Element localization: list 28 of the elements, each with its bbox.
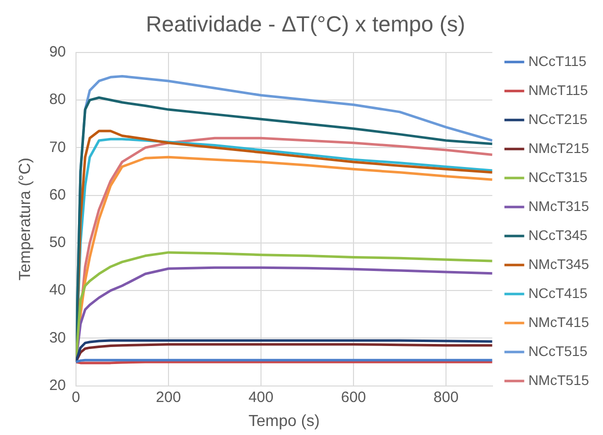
y-tick-label: 80 [49, 91, 66, 108]
x-tick-label: 600 [340, 388, 366, 406]
x-tick-label: 800 [434, 388, 459, 406]
y-tick-label: 40 [49, 282, 66, 299]
y-tick-label: 70 [49, 138, 66, 156]
legend-label: NMcT515 [528, 372, 590, 388]
legend-label: NCcT115 [528, 52, 587, 69]
y-tick-label: 30 [49, 329, 66, 346]
y-axis-title: Temperatura (°C) [17, 158, 34, 281]
legend-label: NCcT415 [528, 284, 588, 301]
x-tick-label: 400 [248, 388, 274, 406]
y-tick-label: 60 [49, 186, 66, 204]
legend-label: NMcT415 [528, 314, 590, 330]
x-axis-title: Tempo (s) [248, 412, 320, 430]
legend-label: NCcT315 [528, 168, 588, 185]
legend-label: NMcT345 [528, 256, 590, 272]
y-tick-label: 90 [49, 44, 66, 61]
x-tick-label: 0 [72, 388, 80, 406]
chart-title: Reatividade - ΔT(°C) x tempo (s) [146, 11, 466, 36]
x-tick-label: 200 [156, 388, 181, 406]
legend-label: NMcT115 [528, 82, 588, 98]
legend-label: NMcT315 [528, 198, 590, 214]
legend-label: NCcT345 [528, 226, 588, 243]
y-tick-label: 20 [49, 376, 66, 394]
legend-label: NCcT215 [528, 110, 588, 127]
legend-label: NCcT515 [528, 342, 588, 359]
legend-label: NMcT215 [528, 140, 590, 156]
y-tick-label: 50 [49, 234, 66, 252]
